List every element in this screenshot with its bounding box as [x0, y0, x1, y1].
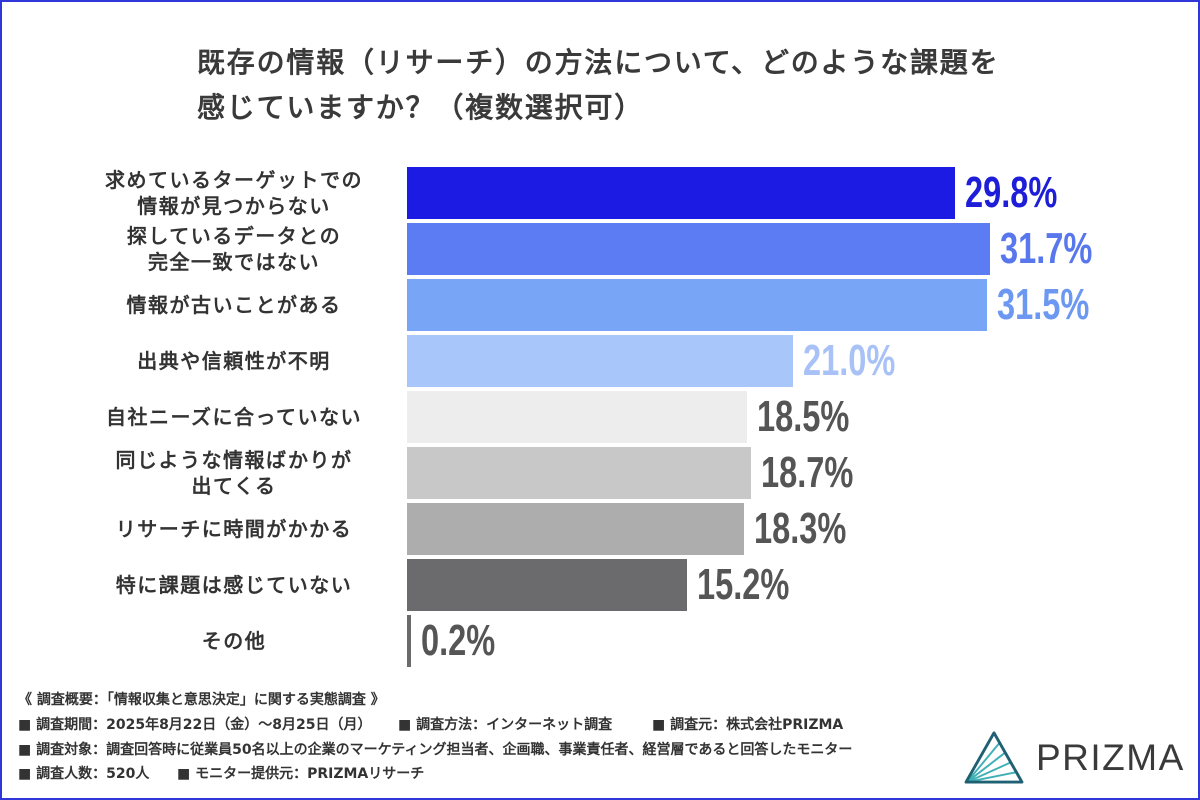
bar: [407, 615, 411, 667]
survey-target: ■ 調査対象：調査回答時に従業員50名以上の企業のマーケティング担当者、企画職、…: [18, 742, 853, 758]
logo-stripes: [966, 741, 1018, 784]
bar: [407, 559, 687, 611]
logo-wordmark: PRIZMA: [1036, 737, 1185, 778]
prizma-triangle-icon: [964, 731, 1024, 784]
category-label: 同じような情報ばかりが 出てくる: [115, 448, 353, 498]
category-label: 出典や信頼性が不明: [137, 349, 331, 373]
logo-triangle-outline: [964, 731, 1024, 784]
value-label: 29.8%: [965, 168, 1058, 217]
survey-summary-heading: 《 調査概要：「情報収集と意思決定」に関する実態調査 》: [18, 692, 385, 708]
category-label: その他: [201, 629, 267, 653]
value-label: 31.7%: [1000, 224, 1093, 273]
survey-source: ■ 調査元：株式会社PRIZMA: [652, 717, 844, 733]
category-label: リサーチに時間がかかる: [115, 517, 353, 541]
value-label: 31.5%: [996, 280, 1089, 329]
bar: [407, 391, 748, 443]
chart-title: 既存の情報（リサーチ）の方法について、どのような課題を 感じていますか？（複数選…: [197, 40, 999, 130]
category-label: 求めているターゲットでの 情報が見つからない: [105, 168, 363, 218]
chart-title-line-1: 既存の情報（リサーチ）の方法について、どのような課題を: [197, 46, 1000, 79]
bar: [407, 447, 752, 499]
chart-title-line-2: 感じていますか？（複数選択可）: [197, 91, 645, 124]
category-label: 自社ニーズに合っていない: [106, 405, 362, 429]
bar: [407, 279, 987, 331]
value-label: 15.2%: [696, 560, 789, 609]
survey-respondents: ■ 調査人数：520人: [18, 766, 150, 782]
value-label: 18.3%: [753, 504, 847, 553]
horizontal-bar-chart: 求めているターゲットでの 情報が見つからない 29.8% 探しているデータとの 完全…: [2, 167, 1198, 672]
value-label: 21.0%: [803, 336, 896, 385]
bar: [407, 223, 991, 275]
category-label: 特に課題は感じていない: [115, 573, 353, 597]
category-label: 探しているデータとの 完全一致ではない: [126, 224, 342, 274]
bar: [407, 335, 794, 387]
value-label: 18.7%: [761, 448, 854, 497]
survey-period: ■ 調査期間：2025年8月22日（金）〜8月25日（月）: [18, 717, 372, 733]
category-label: 情報が古いことがある: [126, 293, 342, 317]
value-label: 0.2%: [420, 616, 495, 665]
bar: [407, 167, 956, 219]
survey-monitor-provider: ■ モニター提供元：PRIZMAリサーチ: [177, 766, 425, 782]
survey-method: ■ 調査方法：インターネット調査: [398, 717, 613, 733]
bar: [407, 503, 744, 555]
value-label: 18.5%: [757, 392, 850, 441]
